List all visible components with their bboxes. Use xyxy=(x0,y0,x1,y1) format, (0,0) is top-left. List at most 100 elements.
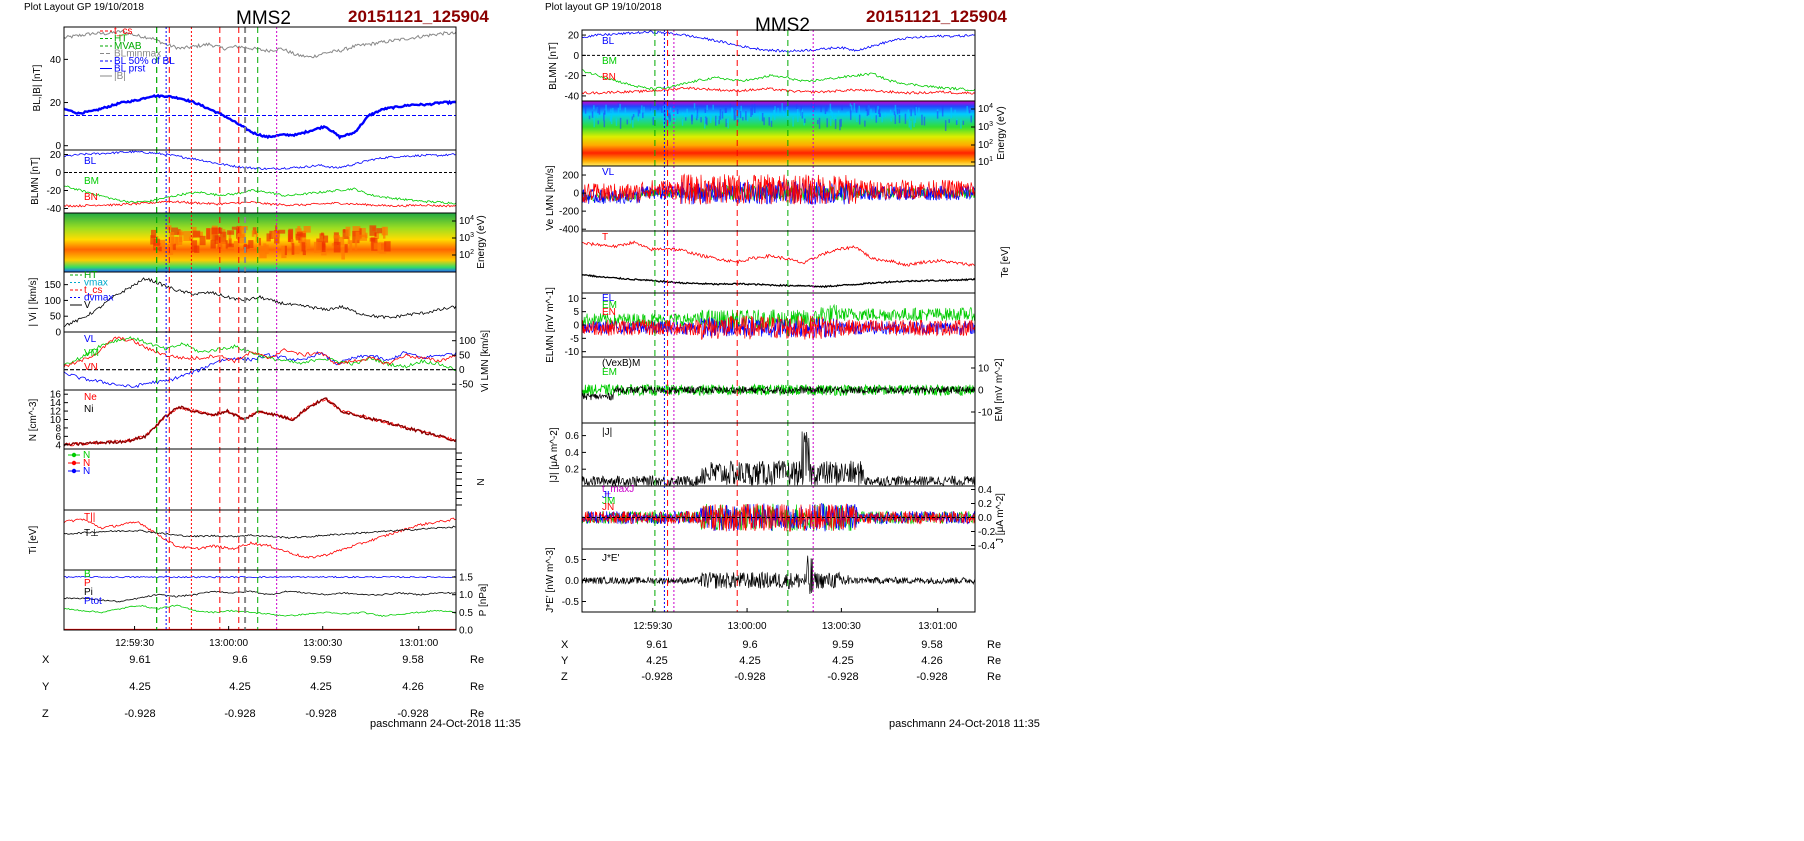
y-tick-label: -20 xyxy=(565,71,580,82)
spectrogram-texture xyxy=(740,105,742,113)
spectrogram-texture xyxy=(233,241,240,252)
spectrogram-texture xyxy=(343,229,346,233)
spectrogram-texture xyxy=(968,109,971,114)
legend-entry: BM xyxy=(602,56,617,67)
y-axis-label: BLMN [nT] xyxy=(548,42,559,90)
spectrogram-texture xyxy=(300,233,306,238)
spectrogram-texture xyxy=(345,226,351,237)
spectrogram-texture xyxy=(170,227,179,235)
spectrogram-texture xyxy=(662,115,664,121)
y-tick-label: 12 xyxy=(50,407,62,418)
spectrogram-texture xyxy=(379,242,387,254)
spectrogram-texture xyxy=(735,110,737,116)
spectrogram-texture xyxy=(837,110,840,115)
ve-lmn-panel xyxy=(581,165,976,232)
spectrogram-texture xyxy=(914,105,917,116)
vexb-series-line xyxy=(581,385,976,401)
y-tick-label: 0.5 xyxy=(459,608,473,619)
spectrogram-texture xyxy=(773,110,776,115)
spectrogram-texture xyxy=(593,105,595,110)
spectrogram-texture xyxy=(818,117,821,129)
y-tick-label: 0.2 xyxy=(565,465,579,476)
right-ephemeris-value: 4.25 xyxy=(739,655,760,667)
legend-entry: JL xyxy=(602,490,613,501)
spectrogram-texture xyxy=(761,112,764,122)
legend-entry: T⊥ xyxy=(84,528,99,539)
spectrogram-texture xyxy=(179,230,183,243)
e-series-line xyxy=(581,303,976,331)
vi-magnitude-panel xyxy=(63,271,457,333)
y-tick-label: 104 xyxy=(459,215,474,227)
y-tick-label: 0.4 xyxy=(565,448,579,459)
x-tick-label: 13:01:00 xyxy=(918,621,957,632)
legend-entry: BN xyxy=(84,192,98,203)
y-axis-label: Vi LMN [km/s] xyxy=(480,330,491,392)
spectrogram-texture xyxy=(231,226,237,230)
y-axis-label: N xyxy=(476,478,487,485)
e-series-line xyxy=(581,315,976,340)
j-magnitude-panel xyxy=(581,422,976,487)
spectrogram-texture xyxy=(774,110,776,120)
legend-entry: BL xyxy=(84,156,97,167)
spectrogram-texture xyxy=(214,235,220,245)
spectrogram-texture xyxy=(227,230,235,235)
spectrogram-texture xyxy=(274,225,278,232)
spectrogram-texture xyxy=(265,244,269,254)
spectrogram-texture xyxy=(612,107,614,114)
b-magnitude-legend-entry: BL prst xyxy=(114,64,146,75)
spectrogram-texture xyxy=(369,237,376,242)
y-tick-label: 102 xyxy=(978,139,993,151)
series-line-ptot xyxy=(63,575,457,579)
spectrogram-texture xyxy=(236,234,245,241)
y-tick-label: 0.0 xyxy=(459,626,473,637)
right-ephemeris-value: -0.928 xyxy=(827,671,858,683)
right-footer: paschmann 24-Oct-2018 11:35 xyxy=(889,718,1040,730)
spectrogram-texture xyxy=(795,104,798,109)
spectrogram-texture xyxy=(175,236,183,245)
y-tick-label: 0 xyxy=(978,386,984,397)
spectrogram-texture xyxy=(333,241,341,253)
spectrogram-texture xyxy=(781,103,783,113)
spectrogram-texture xyxy=(593,111,595,121)
b-magnitude-legend-entry: BLminmax xyxy=(114,49,161,60)
spectrogram-texture xyxy=(373,243,380,250)
spectrogram-texture xyxy=(921,114,923,126)
spectrogram-texture xyxy=(238,239,247,244)
spectrogram-texture xyxy=(829,103,832,112)
spectrogram-texture xyxy=(714,115,717,126)
spectrogram-texture xyxy=(782,110,785,117)
spectrogram-texture xyxy=(944,120,947,131)
spectrogram-texture xyxy=(584,107,587,114)
spectrogram-texture xyxy=(703,117,706,129)
series-line-vi xyxy=(63,277,457,328)
spectrogram-texture xyxy=(831,111,833,116)
y-tick-label: 16 xyxy=(50,390,62,401)
series-line-te-perp xyxy=(581,273,976,289)
spectrogram-texture xyxy=(333,232,339,246)
spectrogram-texture xyxy=(632,114,635,118)
spectrogram-texture xyxy=(266,233,271,242)
spectrogram-texture xyxy=(593,120,595,128)
spectrogram-texture xyxy=(288,228,294,242)
y-axis-label: ELMN [mV m^-1] xyxy=(545,287,556,363)
spectrogram-texture xyxy=(604,110,606,115)
spectrogram-texture xyxy=(890,117,892,122)
spectrogram-texture xyxy=(729,103,732,108)
spectrogram-texture xyxy=(652,117,655,126)
spectrogram-texture xyxy=(666,119,668,127)
spectrogram-texture xyxy=(664,113,666,122)
spectrogram-texture xyxy=(737,118,739,123)
spectrogram-texture xyxy=(158,239,166,249)
series-line-b-total xyxy=(63,29,457,59)
series-line-pi xyxy=(63,590,457,603)
spectrogram-texture xyxy=(866,109,869,117)
y-tick-label: 40 xyxy=(50,55,62,66)
spectrogram-texture xyxy=(684,113,686,117)
spectrogram-texture xyxy=(717,113,720,121)
legend-entry: |J| xyxy=(602,427,612,438)
series-line-bl xyxy=(63,93,457,140)
legend-entry: VL xyxy=(602,167,615,178)
right-ephemeris-value: 9.59 xyxy=(832,639,853,651)
spectrogram-texture xyxy=(192,230,201,238)
spectrogram-texture xyxy=(693,103,696,109)
